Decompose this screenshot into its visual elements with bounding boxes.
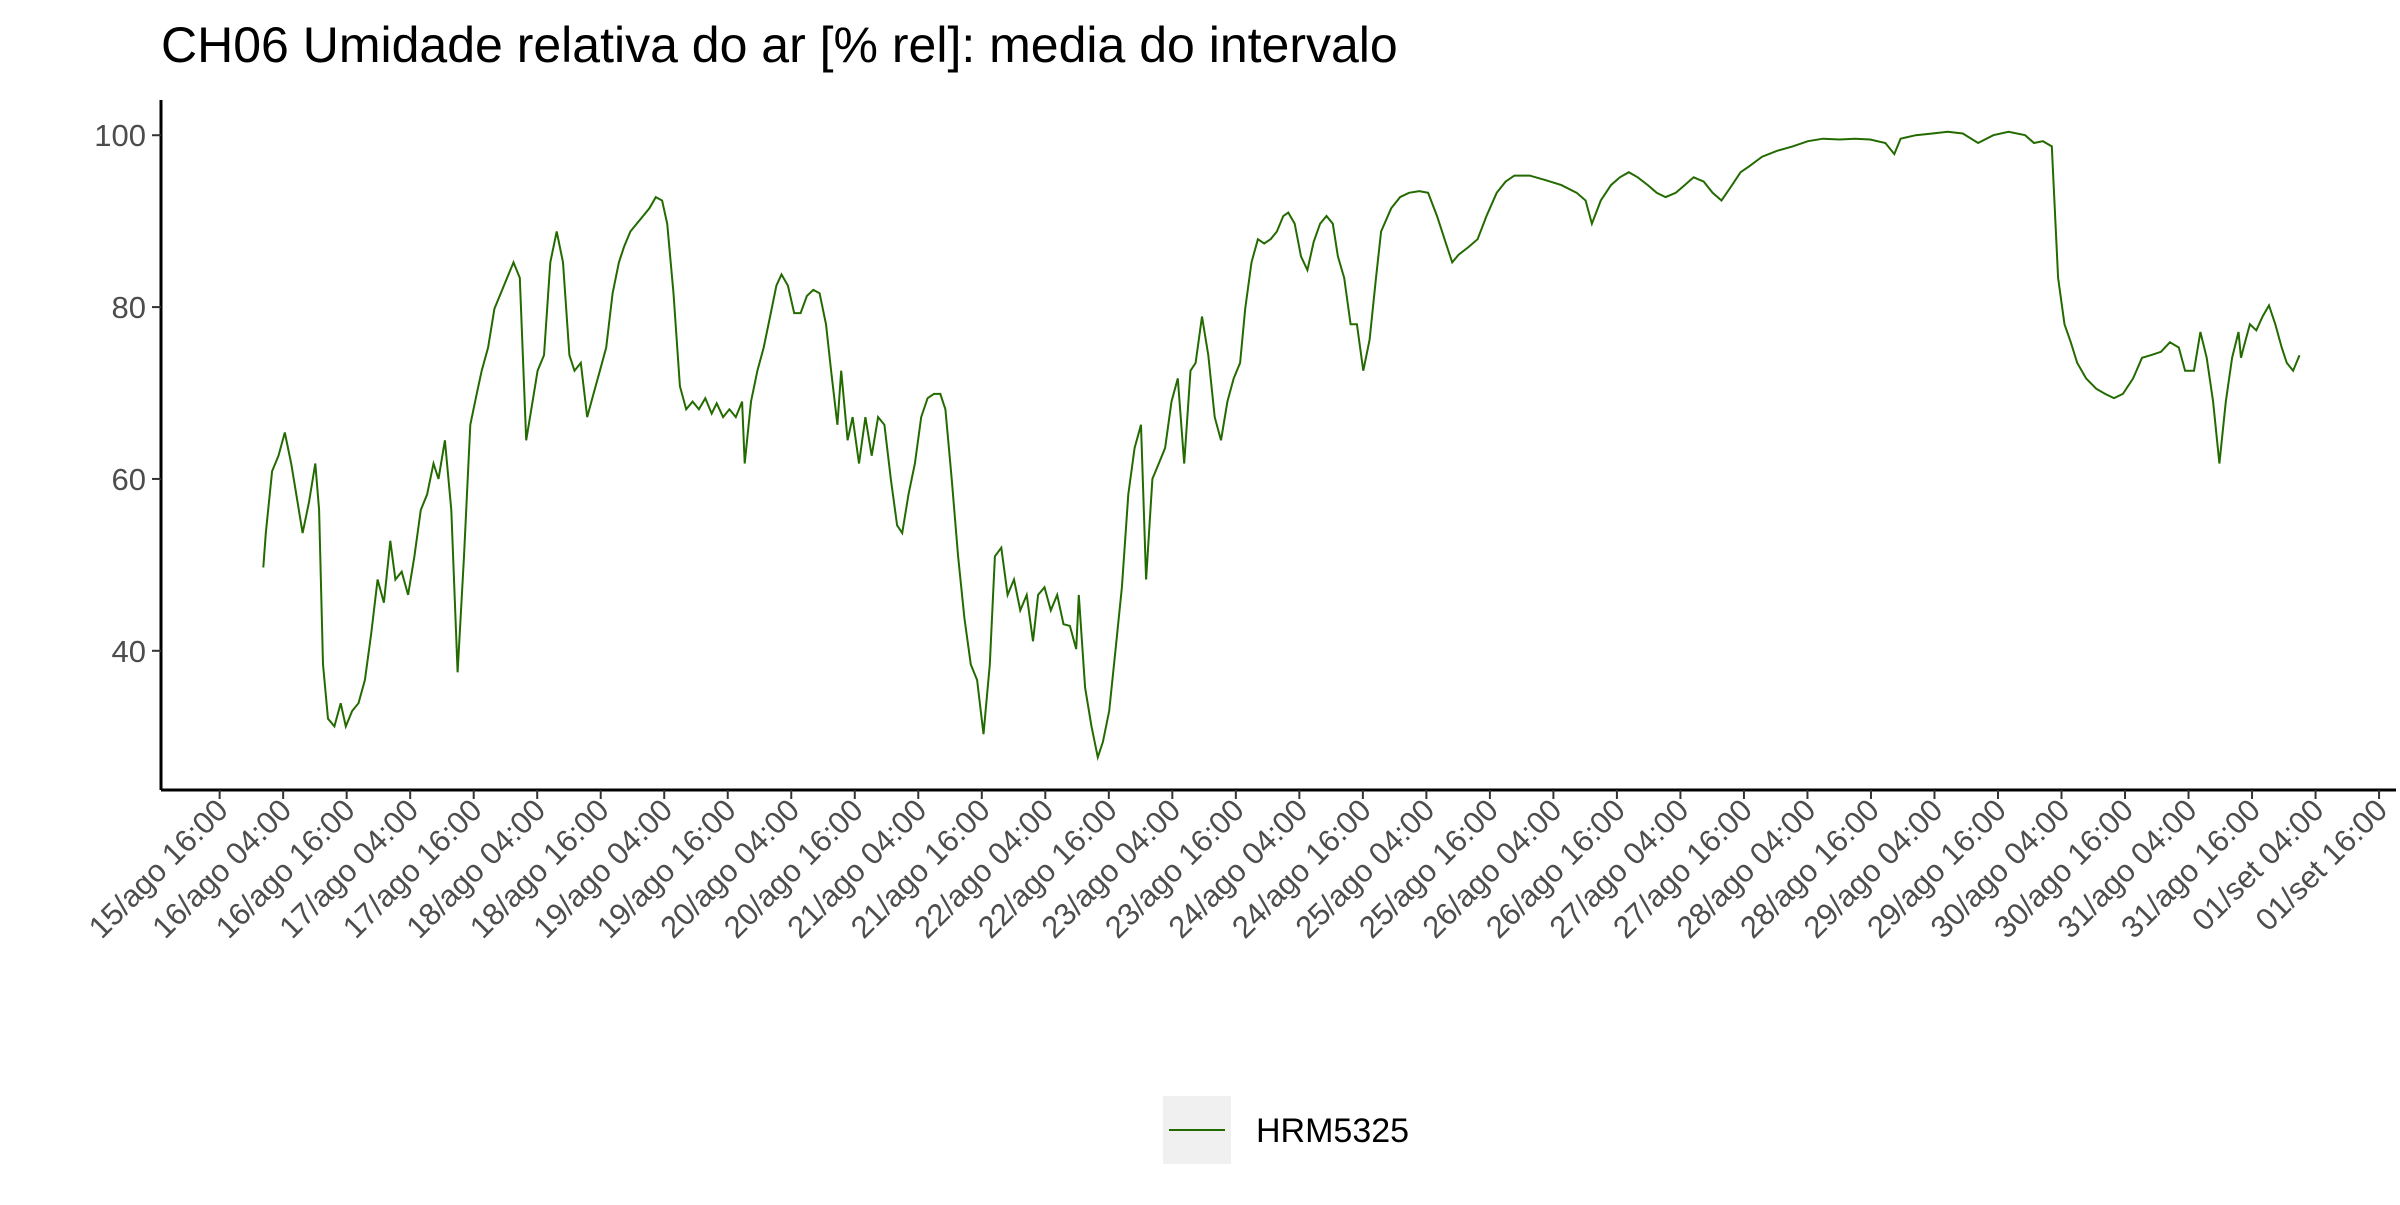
data-line [262,130,2301,762]
legend-label: HRM5325 [1256,1112,1409,1150]
y-tick-label: 40 [112,634,146,669]
y-tick-label: 100 [94,118,146,153]
y-tick-label: 60 [112,462,146,497]
chart-title: CH06 Umidade relativa do ar [% rel]: med… [161,17,1398,73]
y-tick-label: 80 [112,290,146,325]
